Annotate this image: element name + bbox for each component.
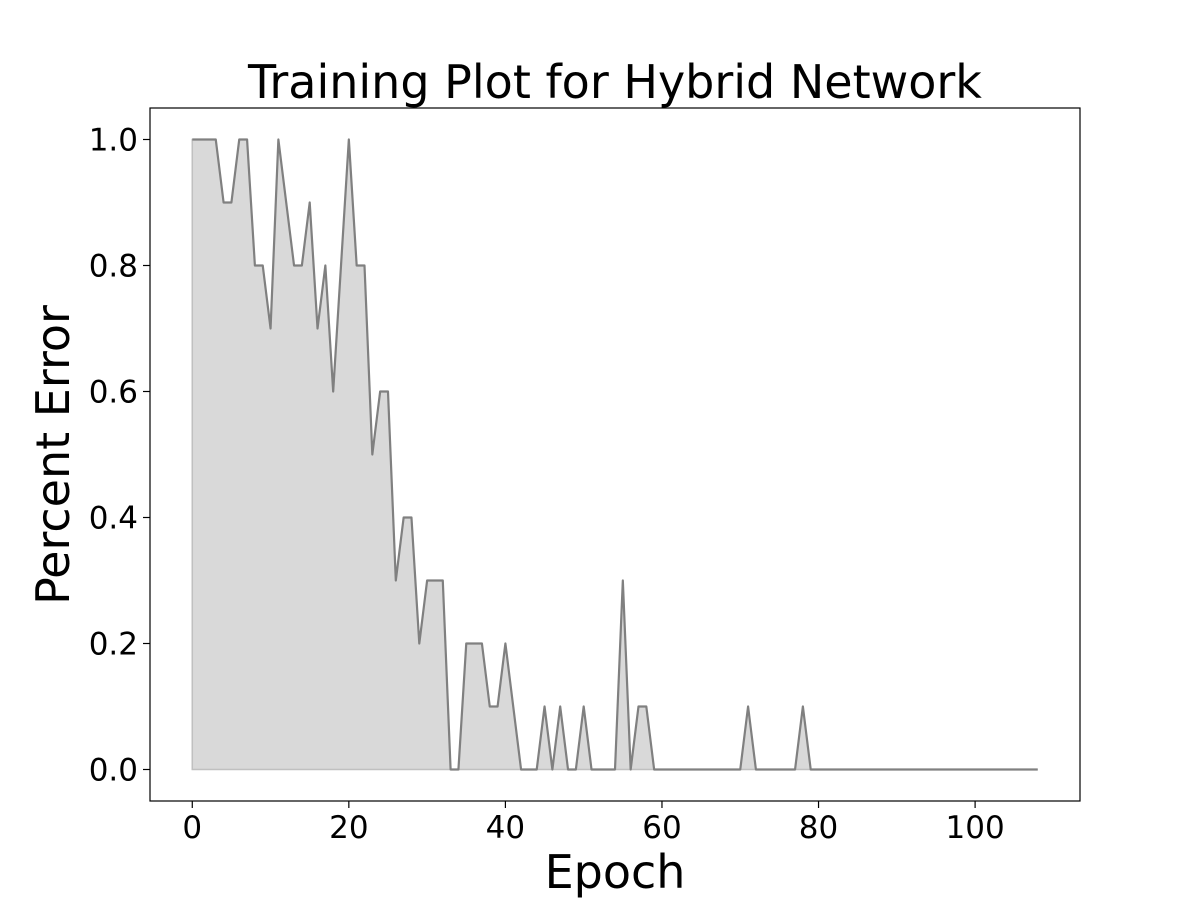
plot-area	[191, 138, 1038, 771]
y-tick-label: 1.0	[89, 123, 138, 159]
x-tick-label: 60	[642, 810, 681, 846]
x-tick-label: 100	[946, 810, 1005, 846]
plot-frame	[149, 107, 1081, 802]
chart-title: Training Plot for Hybrid Network	[247, 55, 982, 109]
y-tick-label: 0.8	[89, 249, 138, 285]
y-tick-label: 0.4	[89, 501, 138, 537]
error-series-line	[192, 138, 1038, 771]
y-tick-label: 0.6	[89, 375, 138, 411]
x-axis: 0 20 40 60 80 100	[182, 801, 1005, 846]
y-tick-label: 0.0	[89, 753, 138, 789]
x-tick-label: 40	[486, 810, 525, 846]
y-tick-label: 0.2	[89, 627, 138, 663]
x-tick-label: 0	[182, 810, 202, 846]
x-tick-label: 20	[329, 810, 368, 846]
y-axis-label: Percent Error	[26, 305, 80, 605]
error-area-fill	[191, 138, 1038, 771]
y-axis: 0.0 0.2 0.4 0.6 0.8 1.0	[89, 123, 150, 789]
x-tick-label: 80	[799, 810, 838, 846]
x-axis-label: Epoch	[545, 845, 686, 899]
